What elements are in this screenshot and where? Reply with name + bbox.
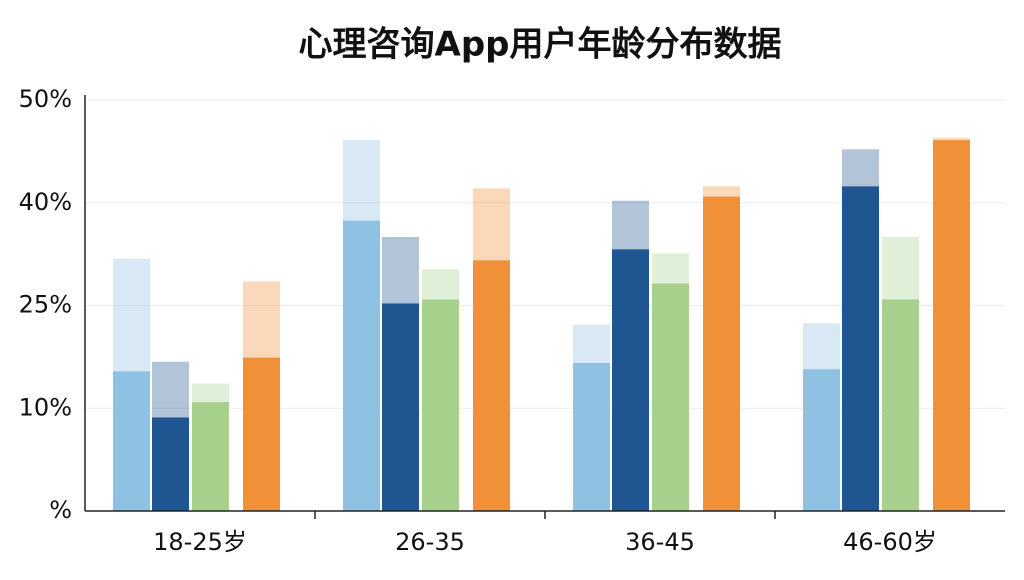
bar [422, 299, 459, 511]
faded-bar [612, 200, 649, 250]
y-tick-label: 10% [19, 393, 72, 421]
bar [382, 303, 419, 511]
faded-bar [882, 237, 919, 300]
bar [882, 299, 919, 511]
bar [803, 369, 840, 511]
faded-bar [343, 140, 380, 221]
faded-bar [422, 269, 459, 300]
y-tick-label: % [49, 496, 72, 524]
faded-bar [192, 383, 229, 403]
x-tick-label: 18-25岁 [153, 528, 247, 556]
bar [573, 363, 610, 511]
x-tick-label: 36-45 [625, 528, 695, 556]
faded-bar [152, 361, 189, 418]
faded-bar [382, 237, 419, 304]
faded-bar [703, 186, 740, 197]
faded-bar [573, 324, 610, 364]
faded-bar [933, 138, 970, 141]
bar [343, 220, 380, 511]
faded-bar [652, 253, 689, 284]
bar [152, 417, 189, 511]
bar [192, 402, 229, 511]
bar [612, 249, 649, 511]
y-tick-label: 50% [19, 85, 72, 113]
x-tick-label: 46-60岁 [843, 528, 937, 556]
bar [113, 371, 150, 511]
faded-bar [113, 258, 150, 372]
faded-bar [842, 149, 879, 187]
bar [842, 186, 879, 511]
bar [473, 260, 510, 511]
bar [652, 283, 689, 511]
faded-bar [803, 323, 840, 370]
bar [933, 140, 970, 511]
x-tick-label: 26-35 [395, 528, 465, 556]
bar [703, 196, 740, 511]
bar [243, 357, 280, 511]
faded-bar [243, 281, 280, 358]
chart-title: 心理咨询App用户年龄分布数据 [299, 25, 782, 65]
y-tick-label: 25% [19, 291, 72, 319]
y-tick-label: 40% [19, 188, 72, 216]
faded-bar [473, 188, 510, 261]
